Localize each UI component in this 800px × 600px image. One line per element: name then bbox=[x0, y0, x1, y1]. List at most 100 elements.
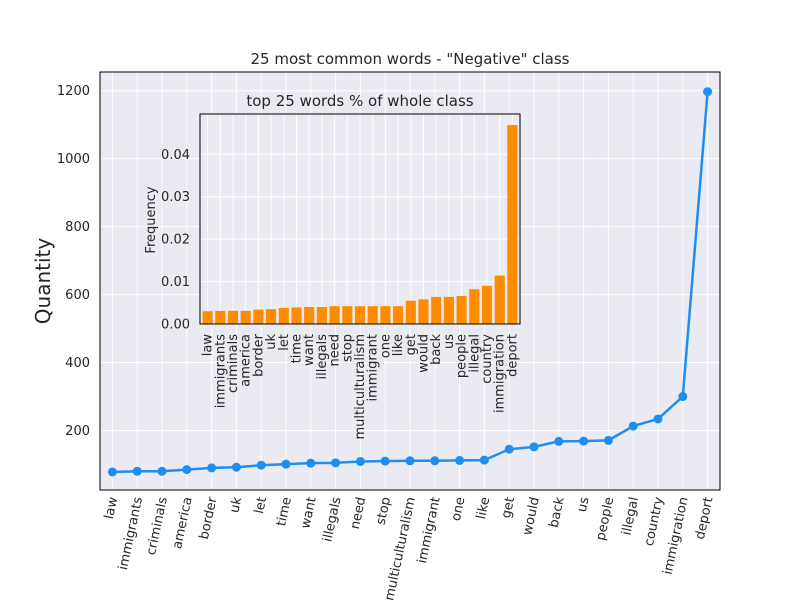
inset-bar bbox=[431, 296, 442, 324]
main-data-point bbox=[182, 465, 192, 475]
main-data-point bbox=[107, 467, 117, 477]
main-x-tick-label: us bbox=[575, 495, 593, 513]
inset-y-axis-label: Frequency bbox=[144, 186, 159, 253]
main-x-tick-label: immigrant bbox=[415, 496, 444, 565]
main-x-tick-label: people bbox=[593, 496, 617, 542]
main-x-tick-label: want bbox=[298, 496, 319, 530]
main-data-point bbox=[554, 436, 564, 446]
main-x-tick-label: border bbox=[197, 495, 221, 541]
main-x-tick-label: back bbox=[547, 495, 568, 529]
main-data-point bbox=[504, 444, 514, 454]
main-data-point bbox=[256, 460, 266, 470]
inset-y-tick-label: 0.00 bbox=[161, 318, 190, 333]
inset-y-ticks: 0.00 0.01 0.02 0.03 0.04 bbox=[161, 148, 190, 333]
inset-bar bbox=[240, 310, 251, 324]
main-x-tick-label: immigrants bbox=[116, 496, 146, 572]
main-x-tick-label: one bbox=[449, 496, 469, 523]
inset-x-tick-label: criminals bbox=[226, 334, 241, 393]
main-data-point bbox=[455, 455, 465, 465]
inset-x-tick-label: one bbox=[378, 334, 393, 358]
inset-x-tick-label: people bbox=[455, 334, 470, 378]
inset-y-tick-label: 0.03 bbox=[161, 190, 190, 205]
main-x-tick-label: america bbox=[170, 496, 196, 551]
inset-x-tick-label: get bbox=[404, 334, 419, 355]
inset-x-tick-label: multiculturalism bbox=[353, 334, 368, 440]
inset-x-tick-label: border bbox=[251, 333, 266, 377]
main-y-tick-label: 400 bbox=[65, 356, 90, 371]
inset-x-tick-label: would bbox=[416, 334, 431, 373]
main-chart-title: 25 most common words - "Negative" class bbox=[251, 50, 570, 68]
inset-bar bbox=[202, 311, 213, 324]
main-y-ticks: 200 400 600 800 1000 1200 bbox=[57, 84, 90, 439]
inset-bars bbox=[202, 125, 518, 324]
main-data-point bbox=[306, 458, 316, 468]
inset-bar bbox=[405, 300, 416, 324]
main-x-tick-label: illegals bbox=[320, 495, 344, 543]
inset-x-tick-label: immigration bbox=[493, 334, 508, 413]
inset-x-tick-label: immigrant bbox=[366, 334, 381, 401]
main-x-tick-label: deport bbox=[693, 496, 717, 541]
main-data-point bbox=[703, 87, 713, 97]
inset-bar bbox=[494, 275, 505, 324]
inset-x-tick-label: time bbox=[290, 334, 305, 363]
main-x-tick-label: like bbox=[474, 496, 493, 521]
main-data-point bbox=[479, 455, 489, 465]
inset-x-tick-label: law bbox=[201, 334, 216, 357]
inset-bar bbox=[354, 306, 366, 324]
main-data-point bbox=[355, 456, 365, 466]
main-x-tick-label: stop bbox=[374, 496, 395, 527]
inset-bar bbox=[253, 309, 264, 324]
inset-bar bbox=[215, 310, 226, 324]
main-x-tick-label: uk bbox=[227, 495, 245, 514]
inset-x-ticks: lawimmigrantscriminalsamericaborderuklet… bbox=[201, 333, 521, 439]
inset-x-tick-label: deport bbox=[505, 334, 520, 377]
main-data-point bbox=[157, 466, 167, 476]
main-x-tick-label: get bbox=[499, 496, 518, 520]
inset-bar bbox=[507, 125, 518, 324]
inset-x-tick-label: country bbox=[480, 334, 495, 384]
main-y-tick-label: 1200 bbox=[57, 84, 90, 99]
inset-bar bbox=[380, 306, 391, 324]
inset-y-tick-label: 0.04 bbox=[161, 148, 190, 163]
inset-x-tick-label: america bbox=[239, 334, 254, 387]
inset-y-tick-label: 0.01 bbox=[161, 275, 190, 290]
inset-plot-frame bbox=[199, 113, 521, 325]
main-x-tick-label: criminals bbox=[144, 496, 171, 557]
main-x-tick-label: country bbox=[642, 495, 667, 547]
inset-bar bbox=[342, 306, 353, 324]
main-data-point bbox=[331, 458, 341, 468]
inset-bar bbox=[481, 285, 493, 324]
main-y-tick-label: 200 bbox=[65, 424, 90, 439]
inset-x-tick-label: back bbox=[429, 334, 444, 365]
main-y-tick-label: 600 bbox=[65, 288, 90, 303]
main-data-point bbox=[207, 463, 217, 473]
inset-chart-title: top 25 words % of whole class bbox=[246, 92, 473, 110]
main-x-tick-label: time bbox=[274, 496, 295, 528]
main-data-point bbox=[405, 456, 415, 466]
inset-x-tick-label: want bbox=[302, 334, 317, 366]
inset-x-tick-label: immigrants bbox=[213, 334, 228, 408]
main-y-tick-label: 1000 bbox=[57, 152, 90, 167]
inset-y-tick-label: 0.02 bbox=[161, 233, 190, 248]
inset-x-tick-label: like bbox=[391, 334, 406, 356]
main-data-point bbox=[430, 456, 440, 466]
inset-bar bbox=[367, 306, 378, 324]
inset-x-tick-label: let bbox=[277, 334, 292, 351]
main-data-point bbox=[628, 421, 638, 431]
main-data-point bbox=[529, 442, 539, 452]
inset-bar bbox=[329, 306, 340, 324]
main-data-point bbox=[380, 456, 390, 466]
inset-bar bbox=[227, 310, 239, 324]
main-plot-frame bbox=[99, 71, 721, 491]
inset-x-tick-label: need bbox=[328, 334, 343, 367]
main-x-tick-label: need bbox=[348, 496, 369, 531]
inset-x-tick-label: us bbox=[442, 334, 457, 349]
main-x-tick-label: law bbox=[102, 495, 121, 520]
inset-x-tick-label: uk bbox=[264, 334, 279, 350]
inset-bar bbox=[456, 296, 467, 324]
inset-bar bbox=[316, 307, 327, 324]
main-data-point bbox=[678, 392, 688, 402]
main-series bbox=[107, 87, 713, 477]
inset-bar bbox=[266, 309, 277, 324]
